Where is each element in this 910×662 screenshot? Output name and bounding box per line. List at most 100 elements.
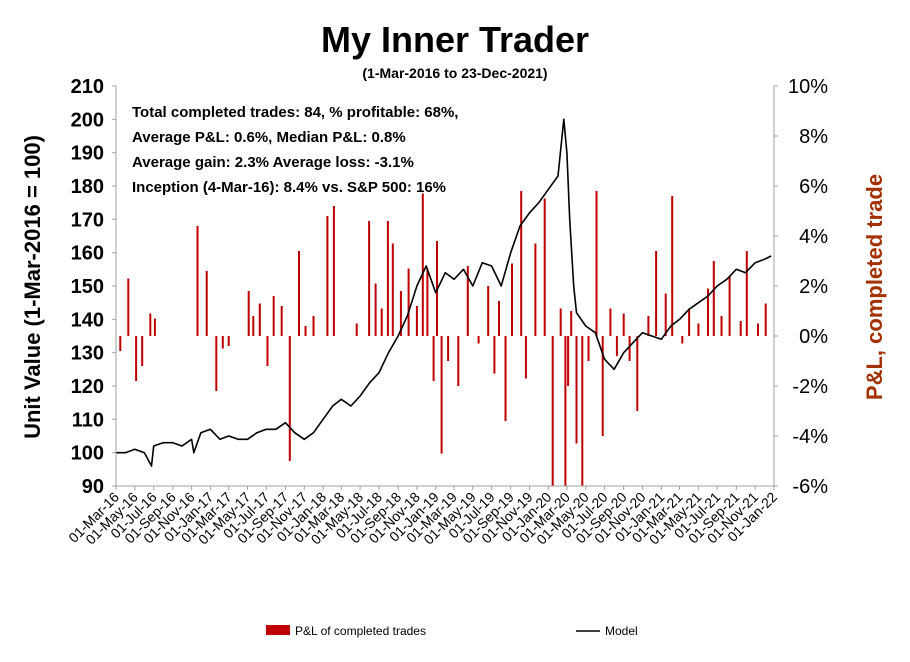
pnl-bar xyxy=(407,268,410,336)
pnl-bar xyxy=(205,271,208,336)
pnl-bar xyxy=(551,336,554,486)
pnl-bar xyxy=(697,323,700,336)
pnl-bar xyxy=(221,336,224,349)
pnl-bar xyxy=(304,326,307,336)
left-tick-label: 180 xyxy=(71,176,104,198)
pnl-bar xyxy=(440,336,443,454)
pnl-bar xyxy=(524,336,527,379)
model-line xyxy=(116,118,772,467)
pnl-bar xyxy=(477,336,480,344)
pnl-bar xyxy=(386,221,389,336)
pnl-bar xyxy=(391,243,394,336)
left-tick-label: 140 xyxy=(71,309,104,331)
pnl-bar xyxy=(712,261,715,336)
pnl-bar xyxy=(671,196,674,336)
pnl-bar xyxy=(615,336,618,356)
pnl-bar xyxy=(728,276,731,336)
pnl-bar xyxy=(272,296,275,336)
left-tick-label: 170 xyxy=(71,209,104,231)
pnl-bar xyxy=(421,193,424,336)
pnl-bar xyxy=(636,336,639,411)
pnl-bar xyxy=(215,336,218,391)
pnl-bar xyxy=(252,316,255,336)
pnl-bar xyxy=(511,263,513,336)
pnl-bar xyxy=(664,293,667,336)
legend-label-bars: P&L of completed trades xyxy=(295,624,426,638)
pnl-bar xyxy=(227,336,230,346)
pnl-bar xyxy=(399,291,402,336)
pnl-bar xyxy=(266,336,269,366)
pnl-bar xyxy=(567,336,570,386)
chart-subtitle: (1-Mar-2016 to 23-Dec-2021) xyxy=(362,65,547,81)
pnl-bar xyxy=(135,336,138,381)
pnl-bar xyxy=(601,336,604,436)
pnl-bar xyxy=(415,306,418,336)
legend-swatch-bars xyxy=(266,625,290,635)
pnl-bar xyxy=(196,226,199,336)
left-tick-label: 130 xyxy=(71,343,104,365)
annotation-line: Average gain: 2.3% Average loss: -3.1% xyxy=(132,154,414,171)
pnl-bar xyxy=(543,198,546,336)
left-tick-label: 120 xyxy=(71,376,104,398)
pnl-bar xyxy=(127,278,130,336)
pnl-bar xyxy=(493,336,496,374)
pnl-bar xyxy=(426,268,429,336)
right-axis-label: P&L, completed trade xyxy=(862,174,887,400)
pnl-bar xyxy=(466,266,469,336)
pnl-bar xyxy=(498,301,500,336)
pnl-bar xyxy=(609,308,612,336)
pnl-bar xyxy=(432,336,435,381)
pnl-bar xyxy=(119,336,122,351)
left-tick-label: 200 xyxy=(71,109,104,131)
left-tick-label: 100 xyxy=(71,443,104,465)
pnl-bar xyxy=(581,336,584,486)
pnl-bar xyxy=(487,286,490,336)
pnl-bar xyxy=(326,216,329,336)
left-tick-label: 190 xyxy=(71,143,104,165)
left-y-ticks: 210 200 190 180 170 160 150 140 130 120 110 100 90 xyxy=(71,76,116,498)
pnl-bar xyxy=(575,336,578,444)
pnl-bar xyxy=(681,336,684,344)
annotation-line: Inception (4-Mar-16): 8.4% vs. S&P 500: … xyxy=(132,179,446,196)
pnl-bar xyxy=(570,311,573,336)
left-tick-label: 210 xyxy=(71,76,104,98)
left-tick-label: 110 xyxy=(72,409,104,431)
pnl-bar xyxy=(595,191,598,336)
left-tick-label: 90 xyxy=(82,476,104,498)
right-tick-label: -6% xyxy=(792,476,828,498)
pnl-bar xyxy=(141,336,144,366)
annotation-line: Total completed trades: 84, % profitable… xyxy=(132,104,458,121)
pnl-bar xyxy=(587,336,590,361)
pnl-bar xyxy=(457,336,460,386)
axes xyxy=(115,86,775,487)
right-tick-label: 0% xyxy=(799,326,828,348)
pnl-bar xyxy=(647,316,650,336)
pnl-bar xyxy=(622,313,625,336)
pnl-bar xyxy=(534,243,537,336)
pnl-bar xyxy=(374,283,377,336)
right-tick-label: 10% xyxy=(788,76,828,98)
pnl-bar xyxy=(504,336,507,421)
right-tick-label: 4% xyxy=(799,226,828,248)
pnl-bar xyxy=(655,251,658,336)
right-tick-label: -4% xyxy=(792,426,828,448)
pnl-bar xyxy=(149,313,152,336)
annotation-box: Total completed trades: 84, % profitable… xyxy=(132,104,458,196)
pnl-bar xyxy=(720,316,723,336)
right-tick-label: 2% xyxy=(799,276,828,298)
legend: P&L of completed trades Model xyxy=(266,624,638,638)
right-tick-label: 8% xyxy=(799,126,828,148)
pnl-bar xyxy=(153,318,156,336)
left-tick-label: 160 xyxy=(71,243,104,265)
right-tick-label: 6% xyxy=(799,176,828,198)
pnl-bar xyxy=(764,303,767,336)
legend-label-line: Model xyxy=(605,624,638,638)
pnl-bars xyxy=(119,191,767,486)
model-line-layer xyxy=(116,118,772,467)
pnl-bar xyxy=(559,308,562,336)
pnl-bar xyxy=(739,321,742,336)
x-ticks: 01-Mar-1601-May-1601-Jul-1601-Sep-1601-N… xyxy=(65,486,780,547)
right-y-ticks: 10% 8% 6% 4% 2% 0% -2% -4% -6% xyxy=(774,76,828,498)
chart-title: My Inner Trader xyxy=(321,19,589,60)
